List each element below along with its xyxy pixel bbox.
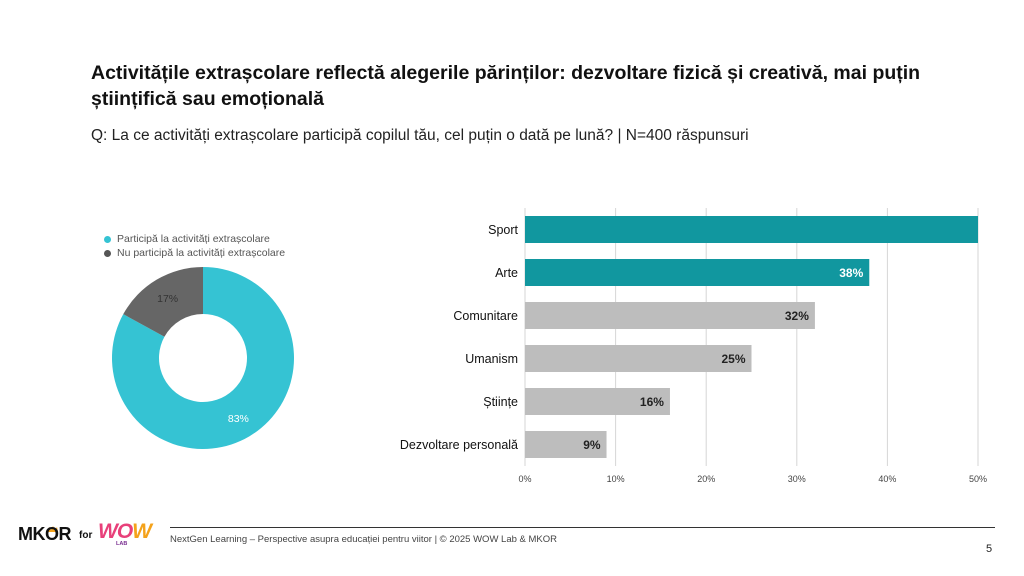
legend-label-participate: Participă la activități extrașcolare [117, 233, 270, 245]
donut-slice-1 [123, 267, 203, 337]
category-label-1: Arte [495, 266, 518, 280]
bar-value-label-5: 9% [583, 438, 601, 452]
bar-value-label-1: 38% [839, 266, 863, 280]
x-tick-label-1: 10% [607, 474, 625, 484]
category-label-5: Dezvoltare personală [400, 438, 518, 452]
bar-3 [525, 345, 752, 372]
category-label-4: Științe [483, 395, 518, 409]
donut-slice-label-1: 17% [157, 293, 178, 305]
bar-5 [525, 431, 607, 458]
bar-0 [525, 216, 978, 243]
legend-item-participate: Participă la activități extrașcolare [104, 232, 285, 246]
bar-value-label-3: 25% [721, 352, 745, 366]
legend-item-not-participate: Nu participă la activități extrașcolare [104, 246, 285, 260]
legend-label-not-participate: Nu participă la activități extrașcolare [117, 247, 286, 259]
donut-slice-label-0: 83% [228, 413, 249, 425]
donut-legend: Participă la activități extrașcolare Nu … [104, 232, 285, 260]
bar-value-label-4: 16% [640, 395, 664, 409]
lab-logo-text: LAB [116, 541, 128, 547]
wow-lab-logo: WOW [98, 520, 152, 544]
legend-swatch-participate [104, 235, 111, 243]
donut-slice-0 [112, 267, 294, 449]
page-title: Activitățile extrașcolare reflectă alege… [91, 62, 921, 110]
bar-1 [525, 259, 870, 286]
category-label-3: Umanism [465, 352, 518, 366]
bar-4 [525, 388, 670, 415]
x-tick-label-5: 50% [969, 474, 987, 484]
footer-text: NextGen Learning – Perspective asupra ed… [170, 534, 558, 545]
question-subtitle: Q: La ce activități extrașcolare partici… [91, 127, 749, 144]
x-tick-label-2: 20% [697, 474, 715, 484]
mkor-logo: MKOR [18, 524, 72, 544]
category-label-2: Comunitare [453, 309, 518, 323]
logo-for-text: for [79, 530, 93, 541]
x-tick-label-0: 0% [518, 474, 531, 484]
wow-logo-part2: W [132, 520, 152, 543]
bar-chart: 0% 10% 20% 30% 40% 50% Sport Arte 38% Comunitare 3… [400, 208, 987, 484]
bar-value-label-2: 32% [785, 309, 809, 323]
x-tick-label-4: 40% [878, 474, 896, 484]
x-tick-label-3: 30% [788, 474, 806, 484]
bar-2 [525, 302, 815, 329]
mkor-crown-icon [48, 519, 58, 532]
footer-divider [170, 527, 995, 528]
donut-chart: 83% 17% [112, 267, 294, 449]
wow-logo-part1: WO [98, 520, 133, 543]
page-number: 5 [986, 543, 993, 555]
legend-swatch-not-participate [104, 249, 111, 257]
category-label-0: Sport [488, 223, 518, 237]
